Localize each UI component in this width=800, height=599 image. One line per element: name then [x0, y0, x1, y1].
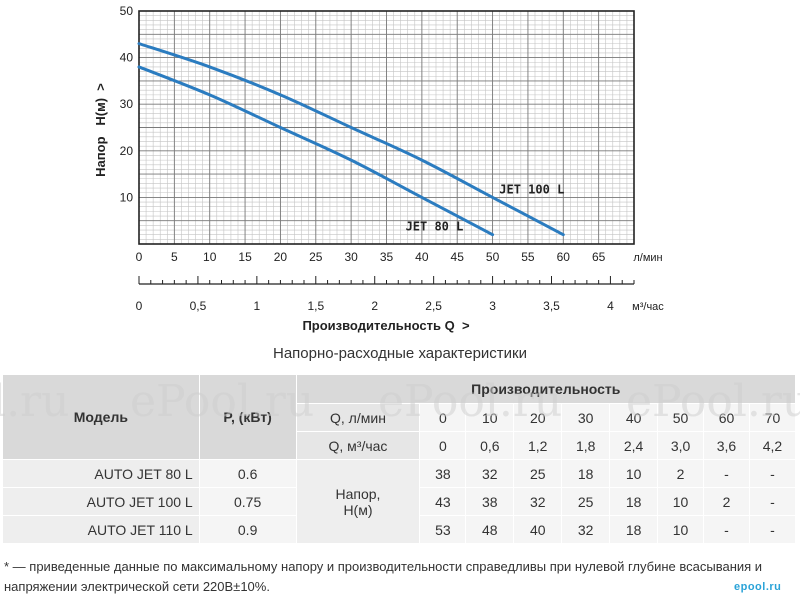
head-value: 48 [465, 515, 515, 544]
x-unit-label: л/мин [633, 252, 662, 264]
y-tick-label: 40 [120, 51, 134, 65]
x2-tick-label: 0 [136, 299, 143, 313]
x-tick-label: 30 [344, 250, 358, 264]
q-lmin-value: 50 [657, 403, 705, 432]
header-model: Модель [2, 374, 200, 460]
y-axis-title: Напор H(м) > [93, 83, 108, 177]
head-value: - [703, 459, 750, 488]
head-value: 38 [419, 459, 467, 488]
x2-tick-label: 2,5 [425, 299, 442, 313]
chart-caption: Напорно-расходные характеристики [272, 345, 527, 362]
head-value: 25 [513, 459, 563, 488]
head-value: - [748, 459, 797, 488]
y-tick-label: 10 [120, 190, 134, 204]
x-tick-label: 65 [592, 250, 606, 264]
power-value: 0.9 [198, 515, 297, 544]
x2-tick-label: 1 [254, 299, 261, 313]
series-line [137, 42, 565, 237]
q-lmin-value: 20 [513, 403, 563, 432]
header-performance: Производительность [295, 374, 797, 404]
model-name: AUTO JET 110 L [2, 515, 200, 544]
q-m3h-value: 3,6 [703, 431, 750, 460]
x2-tick-label: 1,5 [307, 299, 324, 313]
x2-unit-label: м³/час [632, 301, 664, 313]
series-label: JET 80 L [406, 220, 464, 234]
x-tick-label: 40 [415, 250, 429, 264]
y-tick-label: 50 [120, 4, 134, 18]
model-name: AUTO JET 100 L [2, 487, 200, 516]
site-logo: epool.ru [734, 581, 782, 593]
q-lmin-value: 40 [609, 403, 659, 432]
head-value: 32 [513, 487, 563, 516]
head-value: - [748, 515, 797, 544]
model-name: AUTO JET 80 L [2, 459, 200, 488]
q-m3h-value: 1,8 [561, 431, 611, 460]
q-m3h-label: Q, м³/час [295, 431, 421, 460]
power-value: 0.75 [198, 487, 297, 516]
x-tick-label: 10 [203, 250, 217, 264]
head-value: 25 [561, 487, 611, 516]
x2-tick-label: 4 [607, 299, 614, 313]
head-value: 18 [609, 515, 659, 544]
head-value: 10 [657, 515, 705, 544]
head-value: - [703, 515, 750, 544]
head-value: 18 [609, 487, 659, 516]
q-m3h-value: 0,6 [465, 431, 515, 460]
q-m3h-value: 1,2 [513, 431, 563, 460]
x-tick-label: 15 [238, 250, 252, 264]
head-value: 40 [513, 515, 563, 544]
series-label: JET 100 L [499, 183, 564, 197]
x-tick-label: 35 [380, 250, 394, 264]
q-m3h-value: 3,0 [657, 431, 705, 460]
head-value: 2 [703, 487, 750, 516]
q-lmin-value: 0 [419, 403, 467, 432]
x2-tick-label: 0,5 [190, 299, 207, 313]
x-tick-label: 60 [557, 250, 571, 264]
y-tick-label: 30 [120, 97, 134, 111]
q-m3h-value: 0 [419, 431, 467, 460]
x-tick-label: 5 [171, 250, 178, 264]
head-value: - [748, 487, 797, 516]
x-tick-label: 25 [309, 250, 323, 264]
q-m3h-value: 2,4 [609, 431, 659, 460]
x-tick-label: 50 [486, 250, 500, 264]
head-value: 10 [609, 459, 659, 488]
head-value: 18 [561, 459, 611, 488]
q-lmin-value: 70 [748, 403, 797, 432]
footnote: * — приведенные данные по максимальному … [4, 559, 763, 594]
q-lmin-label: Q, л/мин [295, 403, 421, 432]
head-value: 43 [419, 487, 467, 516]
head-value: 32 [465, 459, 515, 488]
power-value: 0.6 [198, 459, 297, 488]
head-label: Напор, H(м) [295, 459, 421, 544]
x-tick-label: 45 [451, 250, 465, 264]
head-value: 10 [657, 487, 705, 516]
q-m3h-value: 4,2 [748, 431, 797, 460]
x2-tick-label: 2 [371, 299, 378, 313]
head-value: 2 [657, 459, 705, 488]
q-lmin-value: 60 [703, 403, 750, 432]
head-value: 32 [561, 515, 611, 544]
series-line [137, 65, 495, 237]
spec-table: Модель P, (кВт) Производительность Q, л/… [2, 374, 797, 544]
x2-tick-label: 3,5 [543, 299, 560, 313]
x2-tick-label: 3 [489, 299, 496, 313]
head-value: 53 [419, 515, 467, 544]
x-tick-label: 0 [136, 250, 143, 264]
head-label-text: Напор, H(м) [335, 485, 381, 518]
head-value: 38 [465, 487, 515, 516]
q-lmin-value: 30 [561, 403, 611, 432]
x-tick-label: 20 [274, 250, 288, 264]
header-power: P, (кВт) [198, 374, 297, 460]
q-lmin-value: 10 [465, 403, 515, 432]
y-tick-label: 20 [120, 144, 134, 158]
x-axis-title: Производительность Q > [302, 318, 470, 333]
x-tick-label: 55 [521, 250, 535, 264]
plot-frame [138, 10, 635, 245]
